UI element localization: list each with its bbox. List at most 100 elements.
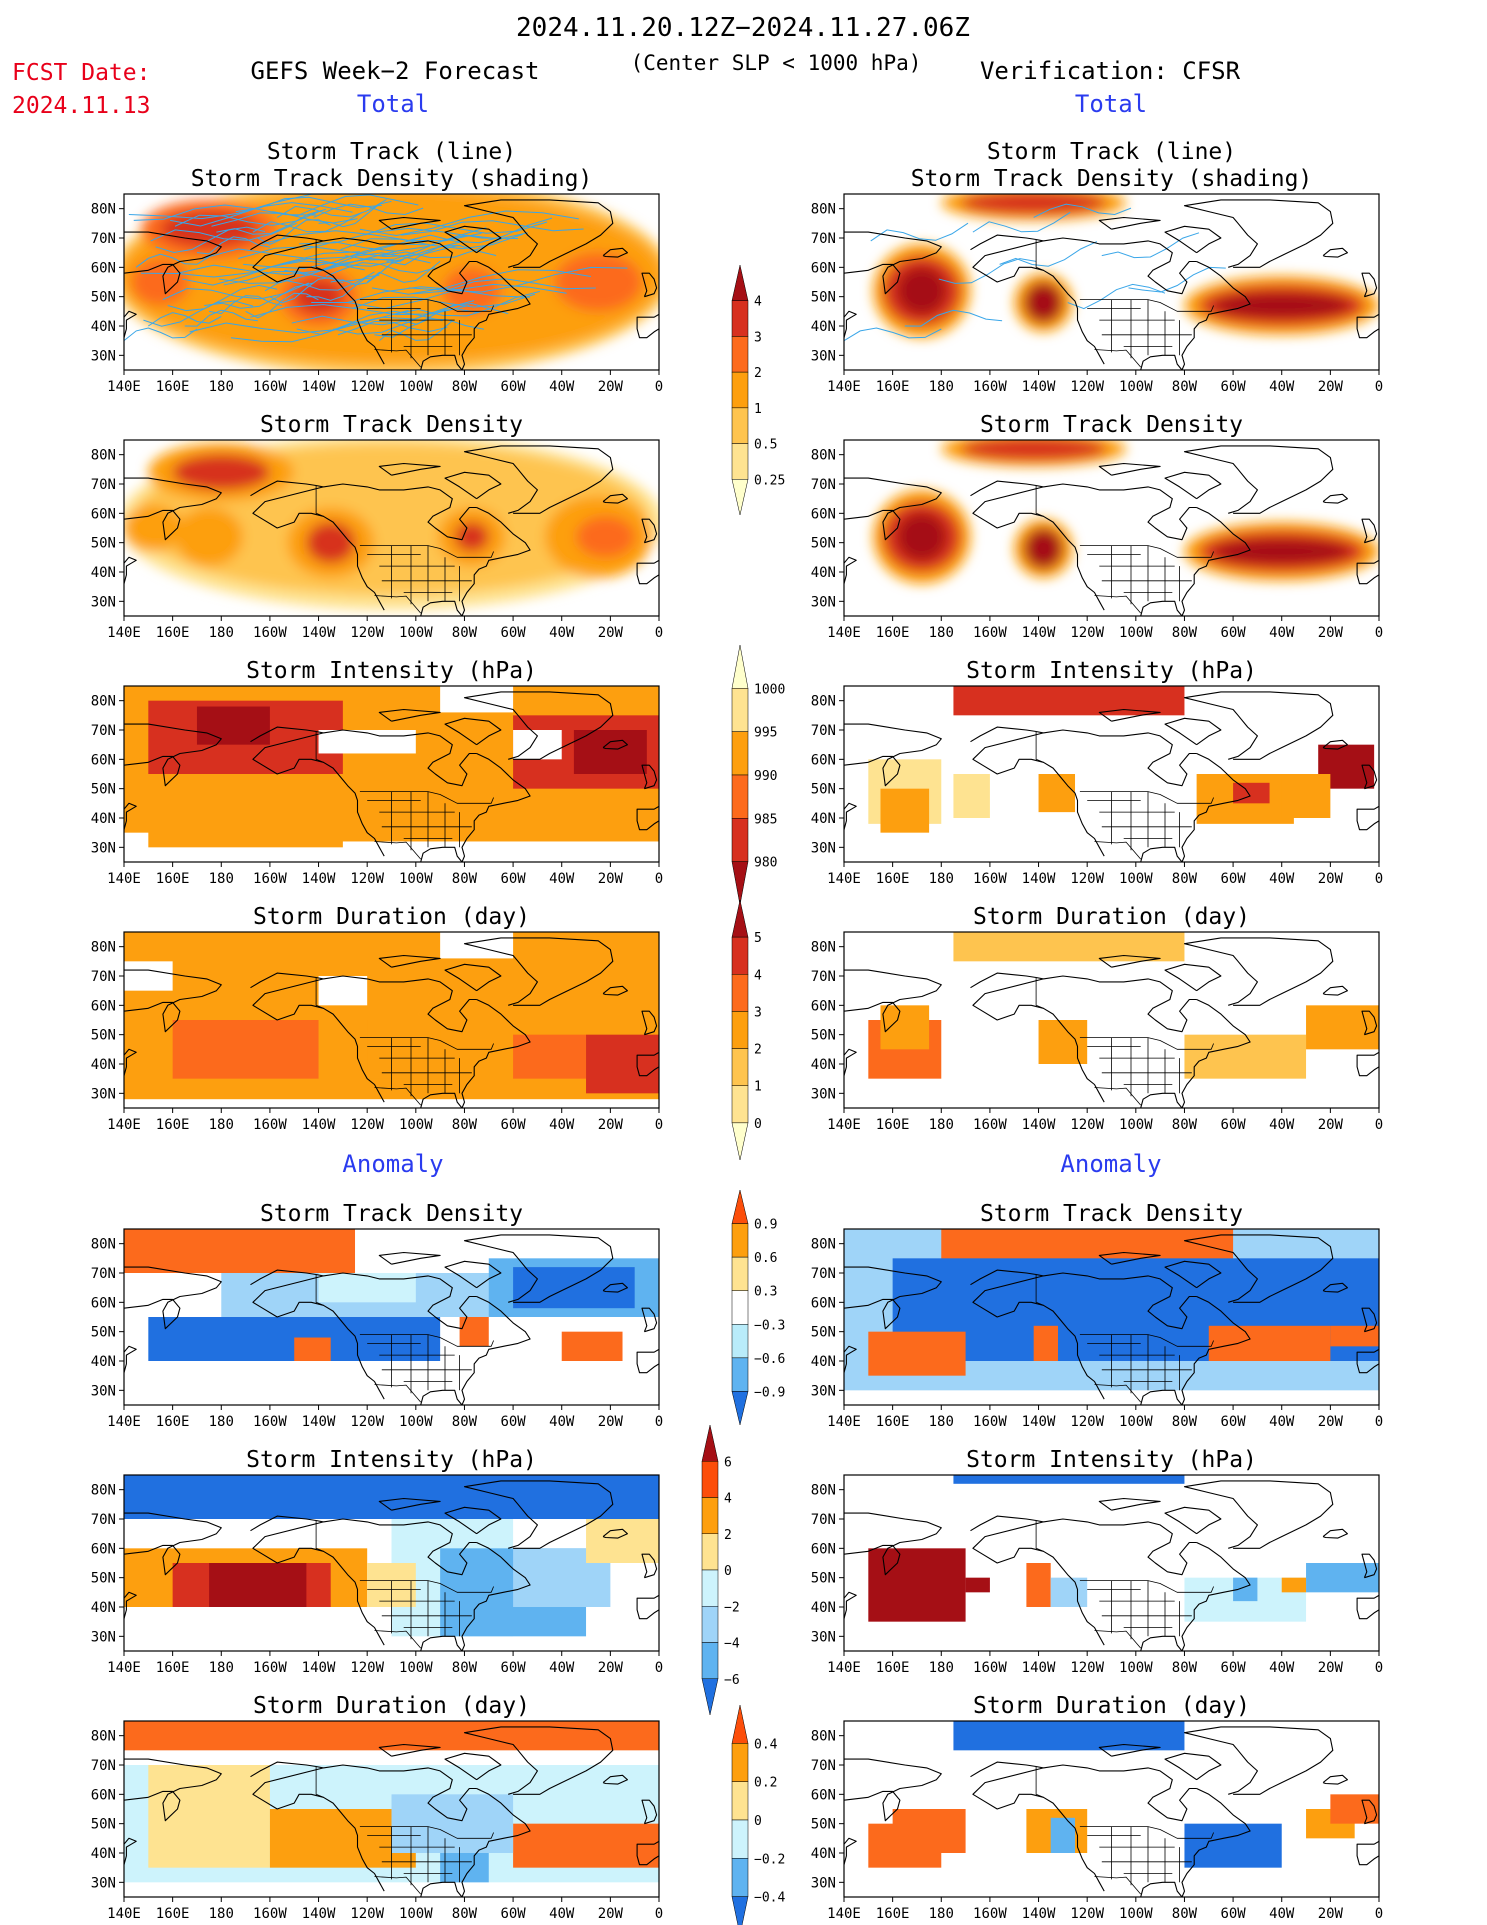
- lon-tick-label: 180: [929, 379, 954, 395]
- lon-tick-label: 120W: [1070, 1660, 1104, 1676]
- lon-tick-label: 140W: [302, 871, 336, 887]
- lat-tick-label: 30N: [91, 1875, 116, 1891]
- colorbar-swatch: [731, 899, 749, 938]
- coastline-overlay: [124, 199, 659, 370]
- colorbar-label: −0.9: [754, 1385, 785, 1400]
- lat-tick-label: 60N: [91, 752, 116, 768]
- lat-tick-label: 40N: [91, 811, 116, 827]
- lon-tick-label: 0: [1375, 1906, 1383, 1922]
- lon-tick-label: 0: [655, 625, 663, 641]
- colorbar-swatch: [731, 1819, 749, 1859]
- map-frame: [843, 685, 1380, 863]
- lon-tick-label: 120W: [1070, 625, 1104, 641]
- lon-tick-label: 40W: [1269, 1117, 1295, 1133]
- map-panel: 140E 160E 180 160W 140W 120W 100W 80W 60W 40W 20W 0…: [91, 1447, 664, 1676]
- colorbar-label: 0: [754, 1814, 762, 1829]
- lon-tick-label: 160E: [156, 625, 190, 641]
- lon-tick-label: 140W: [302, 1660, 336, 1676]
- lon-tick-label: 160E: [876, 379, 910, 395]
- lon-tick-label: 80W: [452, 379, 478, 395]
- lon-tick-label: 120W: [350, 379, 384, 395]
- lon-tick-label: 80W: [1172, 1906, 1198, 1922]
- lon-tick-label: 160W: [973, 871, 1007, 887]
- map-frame: [843, 1720, 1380, 1898]
- lon-tick-label: 180: [929, 871, 954, 887]
- lon-tick-label: 180: [209, 1906, 234, 1922]
- lon-tick-label: 120W: [350, 1660, 384, 1676]
- colorbar-label: 990: [754, 769, 777, 784]
- lon-tick-label: 180: [209, 625, 234, 641]
- colorbar-swatch: [731, 1223, 749, 1258]
- lon-tick-label: 160E: [876, 1906, 910, 1922]
- colorbar-swatch: [701, 1678, 719, 1716]
- lat-tick-label: 30N: [91, 1086, 116, 1102]
- colorbar-label: 3: [754, 330, 762, 345]
- colorbar-swatch: [731, 644, 749, 689]
- coastline-overlay: [844, 691, 1379, 862]
- lon-tick-label: 60W: [1220, 1414, 1246, 1430]
- lon-tick-label: 80W: [452, 1414, 478, 1430]
- anomaly-label-left: Anomaly: [342, 1150, 443, 1178]
- lat-tick-label: 50N: [91, 536, 116, 552]
- lon-tick-label: 140E: [827, 871, 861, 887]
- lat-tick-label: 50N: [91, 1817, 116, 1833]
- colorbar-label: 1: [754, 402, 762, 417]
- lat-tick-label: 70N: [91, 1512, 116, 1528]
- lon-tick-label: 40W: [1269, 625, 1295, 641]
- lat-tick-label: 50N: [811, 1028, 836, 1044]
- shading-layer: [868, 1475, 1379, 1622]
- lon-tick-label: 20W: [598, 1414, 624, 1430]
- lon-tick-label: 0: [1375, 1660, 1383, 1676]
- lat-tick-label: 60N: [91, 1541, 116, 1557]
- panel-title: Storm Track (line): [267, 139, 516, 165]
- colorbars: 43210.50.2510009959909859805432100.90.60…: [701, 264, 785, 1925]
- map-frame: [123, 193, 660, 371]
- storm-track-lines: [844, 203, 1226, 342]
- lon-tick-label: 120W: [1070, 871, 1104, 887]
- lon-tick-label: 60W: [1220, 1117, 1246, 1133]
- lon-tick-label: 40W: [1269, 1414, 1295, 1430]
- lon-tick-label: 80W: [452, 1117, 478, 1133]
- lon-tick-label: 40W: [549, 1660, 575, 1676]
- lon-tick-label: 0: [655, 379, 663, 395]
- map-frame: [843, 931, 1380, 1109]
- lat-tick-label: 70N: [91, 231, 116, 247]
- lat-tick-label: 30N: [811, 1383, 836, 1399]
- lon-tick-label: 60W: [500, 871, 526, 887]
- colorbar-swatch: [731, 336, 749, 373]
- lat-tick-label: 80N: [91, 1237, 116, 1253]
- lat-tick-label: 80N: [811, 202, 836, 218]
- lon-tick-label: 160E: [156, 1660, 190, 1676]
- panel-title: Storm Track Density: [260, 412, 523, 438]
- lat-tick-label: 50N: [91, 782, 116, 798]
- lat-tick-label: 70N: [811, 1266, 836, 1282]
- criteria-text: (Center SLP < 1000 hPa): [631, 51, 922, 75]
- lat-tick-label: 50N: [811, 536, 836, 552]
- lon-tick-label: 140E: [827, 1414, 861, 1430]
- lat-tick-label: 70N: [91, 477, 116, 493]
- lon-tick-label: 0: [655, 871, 663, 887]
- duration-anomaly-colorbar: 0.4 0.2 0 −0.2 −0.4: [731, 1704, 785, 1925]
- date-range-title: 2024.11.20.12Z−2024.11.27.06Z: [516, 13, 970, 43]
- map-panel: 140E 160E 180 160W 140W 120W 100W 80W 60W 40W 20W 0…: [91, 412, 664, 641]
- coastline-overlay: [124, 1234, 659, 1405]
- colorbar-label: 980: [754, 856, 777, 871]
- lat-tick-label: 70N: [811, 723, 836, 739]
- lon-tick-label: 100W: [399, 1414, 433, 1430]
- lat-tick-label: 70N: [811, 477, 836, 493]
- lat-tick-label: 80N: [811, 940, 836, 956]
- lon-tick-label: 160W: [973, 1660, 1007, 1676]
- colorbar-label: 3: [754, 1005, 762, 1020]
- lon-tick-label: 100W: [1119, 379, 1153, 395]
- lon-tick-label: 140E: [827, 625, 861, 641]
- lat-tick-label: 40N: [91, 1354, 116, 1370]
- map-frame: [843, 439, 1380, 617]
- colorbar-swatch: [731, 1324, 749, 1359]
- lon-tick-label: 160W: [973, 1117, 1007, 1133]
- lon-tick-label: 0: [1375, 1117, 1383, 1133]
- map-panel: 140E 160E 180 160W 140W 120W 100W 80W 60W 40W 20W 0…: [91, 658, 664, 887]
- lon-tick-label: 160W: [973, 1414, 1007, 1430]
- map-panel: 140E 160E 180 160W 140W 120W 100W 80W 60W 40W 20W 0…: [811, 904, 1384, 1133]
- colorbar-swatch: [731, 371, 749, 409]
- colorbar-swatch: [701, 1569, 719, 1607]
